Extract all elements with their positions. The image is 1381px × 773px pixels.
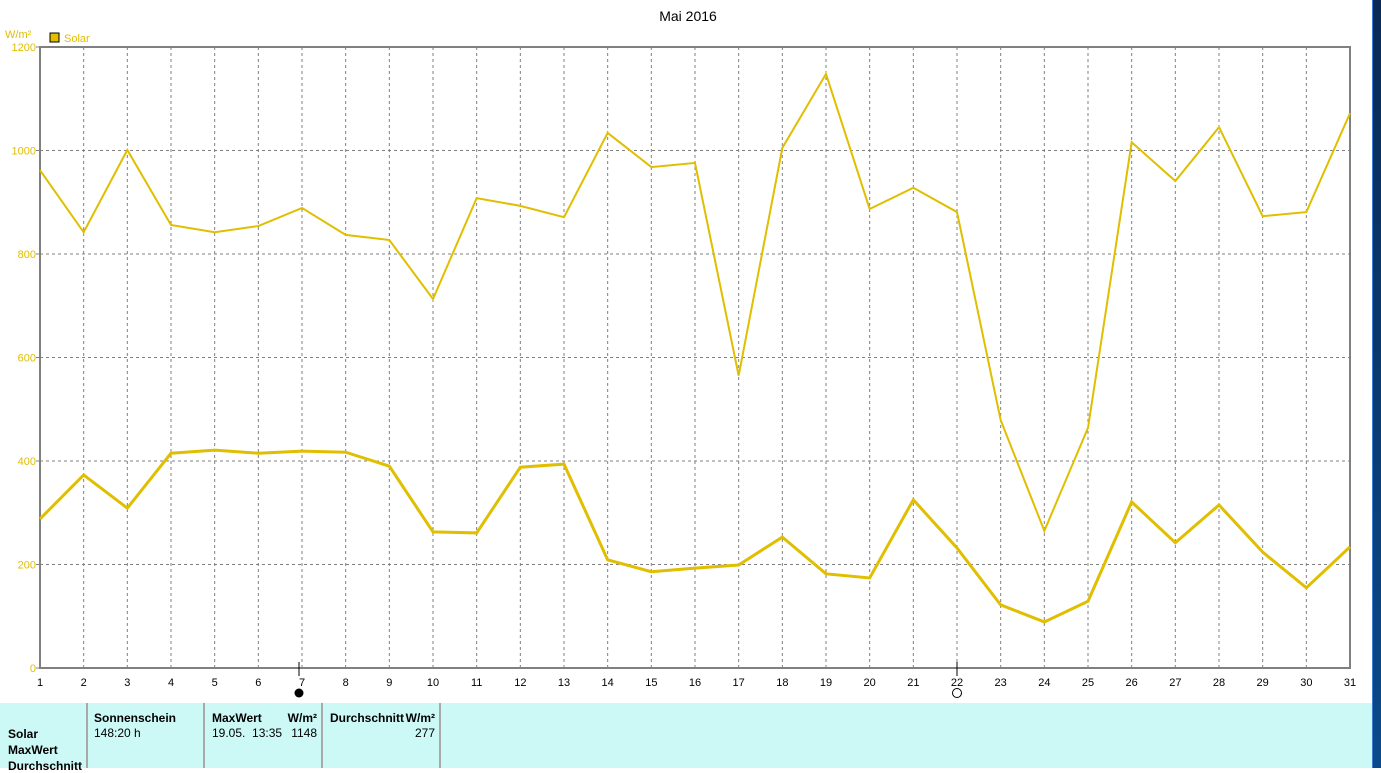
x-tick-label: 13: [558, 677, 570, 689]
avg-column: Durchschnitt W/m² 277: [323, 703, 441, 768]
x-tick-label: 15: [645, 677, 657, 689]
sunshine-value: 148:20 h: [94, 726, 141, 740]
x-tick-label: 1: [37, 677, 43, 689]
avg-value: 277: [415, 726, 435, 740]
full-moon-icon: [953, 689, 962, 698]
x-tick-label: 23: [995, 677, 1007, 689]
y-tick-label: 600: [18, 353, 36, 365]
legend-label: Solar: [64, 33, 90, 45]
x-tick-label: 14: [602, 677, 614, 689]
x-tick-label: 26: [1126, 677, 1138, 689]
x-tick-label: 3: [124, 677, 130, 689]
max-header: MaxWert: [212, 711, 262, 725]
x-tick-label: 29: [1257, 677, 1269, 689]
x-tick-label: 9: [386, 677, 392, 689]
y-tick-label: 1000: [12, 146, 36, 158]
x-tick-label: 17: [733, 677, 745, 689]
max-unit: W/m²: [288, 711, 317, 725]
x-tick-label: 18: [776, 677, 788, 689]
x-tick-label: 21: [907, 677, 919, 689]
row-maxwert: MaxWert: [8, 743, 58, 757]
avg-header: Durchschnitt: [330, 711, 404, 725]
x-tick-label: 12: [514, 677, 526, 689]
window-edge: [1372, 0, 1381, 768]
new-moon-icon: [295, 689, 304, 698]
x-tick-label: 30: [1300, 677, 1312, 689]
x-tick-label: 10: [427, 677, 439, 689]
sunshine-column: Sonnenschein 148:20 h: [88, 703, 205, 768]
x-tick-label: 7: [299, 677, 305, 689]
max-date: 19.05. 13:35: [212, 726, 282, 740]
x-tick-label: 6: [255, 677, 261, 689]
x-tick-label: 8: [343, 677, 349, 689]
sunshine-header: Sonnenschein: [94, 711, 176, 725]
x-tick-label: 5: [212, 677, 218, 689]
legend-swatch: [50, 33, 59, 42]
x-tick-label: 16: [689, 677, 701, 689]
x-tick-label: 11: [471, 677, 482, 689]
row-solar: Solar: [8, 727, 38, 741]
chart-title: Mai 2016: [659, 8, 717, 24]
y-tick-label: 400: [18, 456, 36, 468]
summary-table: Solar MaxWert Durchschnitt Sonnenschein …: [0, 703, 1372, 768]
max-value: 1148: [291, 726, 317, 740]
x-tick-label: 4: [168, 677, 174, 689]
y-tick-label: 0: [30, 663, 36, 675]
x-tick-label: 31: [1344, 677, 1356, 689]
x-tick-label: 27: [1169, 677, 1181, 689]
y-tick-label: 1200: [12, 42, 36, 54]
x-tick-label: 2: [81, 677, 87, 689]
x-tick-label: 22: [951, 677, 963, 689]
y-tick-label: 200: [18, 560, 36, 572]
row-durchschnitt: Durchschnitt: [8, 759, 82, 773]
x-tick-label: 28: [1213, 677, 1225, 689]
x-tick-label: 24: [1038, 677, 1050, 689]
avg-unit: W/m²: [406, 711, 435, 725]
x-tick-label: 25: [1082, 677, 1094, 689]
max-column: MaxWert W/m² 19.05. 13:35 1148: [205, 703, 323, 768]
row-labels: Solar MaxWert Durchschnitt: [0, 703, 88, 768]
x-tick-label: 20: [864, 677, 876, 689]
x-tick-label: 19: [820, 677, 832, 689]
y-axis-label: W/m²: [5, 29, 32, 41]
y-tick-label: 800: [18, 249, 36, 261]
